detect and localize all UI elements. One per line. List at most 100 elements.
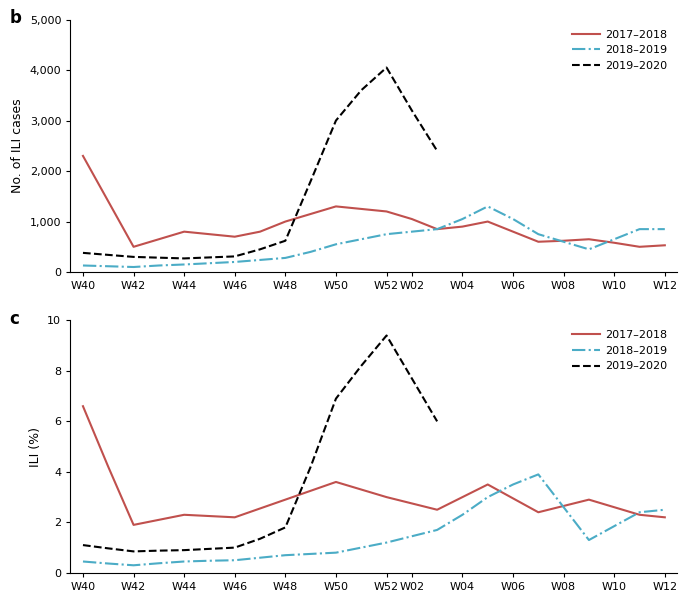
2018–2019 (534, 471, 542, 478)
2019–2020 (256, 245, 264, 253)
2018–2019 (585, 537, 593, 544)
2017–2018 (180, 511, 188, 519)
2017–2018 (155, 516, 163, 523)
2017–2018 (534, 509, 542, 516)
2019–2020 (230, 544, 239, 551)
2018–2019 (306, 248, 315, 256)
2019–2020 (256, 535, 264, 542)
2018–2019 (180, 558, 188, 565)
2017–2018 (433, 226, 442, 233)
2017–2018 (509, 228, 518, 235)
2019–2020 (79, 541, 87, 549)
2017–2018 (130, 521, 138, 528)
2017–2018 (408, 215, 416, 223)
2018–2019 (230, 557, 239, 564)
2017–2018 (282, 496, 290, 504)
2017–2018 (635, 243, 644, 250)
2018–2019 (635, 509, 644, 516)
2018–2019 (79, 558, 87, 565)
2017–2018 (484, 481, 492, 488)
2017–2018 (256, 228, 264, 235)
2019–2020 (357, 87, 366, 94)
2019–2020 (130, 548, 138, 555)
2017–2018 (180, 228, 188, 235)
Legend: 2017–2018, 2018–2019, 2019–2020: 2017–2018, 2018–2019, 2019–2020 (568, 25, 672, 75)
Y-axis label: ILI (%): ILI (%) (29, 426, 41, 467)
2017–2018 (534, 238, 542, 245)
2017–2018 (458, 493, 466, 500)
2019–2020 (332, 395, 340, 402)
2018–2019 (382, 230, 391, 238)
2018–2019 (610, 236, 618, 243)
2018–2019 (130, 264, 138, 271)
2017–2018 (661, 242, 669, 249)
2019–2020 (332, 117, 340, 124)
2018–2019 (635, 226, 644, 233)
2017–2018 (155, 236, 163, 243)
2017–2018 (635, 511, 644, 519)
2017–2018 (610, 504, 618, 511)
2019–2020 (79, 249, 87, 256)
2017–2018 (585, 496, 593, 504)
2018–2019 (155, 560, 163, 567)
2019–2020 (282, 237, 290, 244)
2018–2019 (306, 551, 315, 558)
2019–2020 (104, 251, 112, 259)
2019–2020 (408, 107, 416, 114)
2018–2019 (560, 504, 568, 511)
2019–2020 (180, 255, 188, 262)
2017–2018 (230, 233, 239, 241)
2019–2020 (155, 547, 163, 554)
2017–2018 (230, 514, 239, 521)
2018–2019 (408, 228, 416, 235)
2017–2018 (610, 239, 618, 247)
2018–2019 (509, 215, 518, 223)
Y-axis label: No. of ILI cases: No. of ILI cases (11, 98, 24, 193)
2018–2019 (484, 493, 492, 500)
2018–2019 (382, 539, 391, 546)
2017–2018 (130, 243, 138, 250)
2018–2019 (458, 215, 466, 223)
2017–2018 (357, 205, 366, 212)
2017–2018 (661, 514, 669, 521)
2019–2020 (104, 545, 112, 552)
2018–2019 (560, 238, 568, 245)
2018–2019 (256, 256, 264, 264)
2018–2019 (206, 260, 214, 267)
2017–2018 (458, 223, 466, 230)
2017–2018 (332, 203, 340, 210)
2019–2020 (357, 362, 366, 370)
2017–2018 (206, 230, 214, 238)
2017–2018 (484, 218, 492, 225)
Line: 2018–2019: 2018–2019 (83, 206, 665, 267)
2017–2018 (382, 208, 391, 215)
2018–2019 (408, 532, 416, 540)
2018–2019 (130, 561, 138, 569)
2019–2020 (282, 524, 290, 531)
2017–2018 (509, 494, 518, 502)
2018–2019 (484, 203, 492, 210)
2018–2019 (509, 481, 518, 488)
2018–2019 (332, 549, 340, 557)
2018–2019 (585, 245, 593, 253)
2018–2019 (357, 544, 366, 551)
2017–2018 (256, 505, 264, 512)
2019–2020 (433, 147, 442, 154)
2019–2020 (130, 253, 138, 260)
Line: 2019–2020: 2019–2020 (83, 68, 437, 259)
2017–2018 (585, 236, 593, 243)
2019–2020 (408, 375, 416, 382)
2017–2018 (79, 153, 87, 160)
Legend: 2017–2018, 2018–2019, 2019–2020: 2017–2018, 2018–2019, 2019–2020 (568, 326, 672, 376)
2018–2019 (534, 230, 542, 238)
2018–2019 (282, 552, 290, 559)
Line: 2019–2020: 2019–2020 (83, 335, 437, 551)
Text: c: c (10, 311, 19, 328)
2018–2019 (610, 523, 618, 530)
2018–2019 (155, 262, 163, 269)
2017–2018 (357, 486, 366, 493)
2018–2019 (104, 560, 112, 567)
Text: b: b (10, 10, 21, 28)
2019–2020 (206, 254, 214, 261)
2019–2020 (180, 546, 188, 554)
